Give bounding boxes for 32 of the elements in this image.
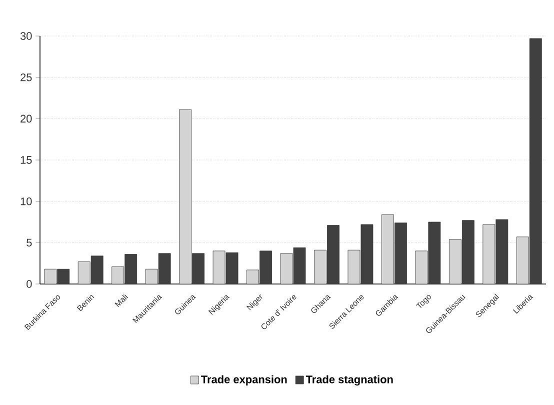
legend-label: Trade expansion (201, 375, 287, 386)
bar (78, 261, 90, 284)
y-tick-label: 15 (20, 156, 32, 164)
bar (428, 222, 441, 284)
y-tick-label: 10 (20, 197, 32, 206)
bar (280, 253, 293, 284)
y-tick-label: 5 (26, 238, 32, 246)
y-tick-label: 25 (20, 73, 32, 82)
y-tick-label: 0 (26, 280, 32, 288)
bar (516, 236, 529, 284)
bar (314, 250, 326, 284)
bar (496, 219, 508, 284)
bar (124, 254, 138, 284)
bar (448, 239, 462, 284)
bar (90, 256, 104, 284)
bar (482, 224, 496, 284)
bar (394, 222, 407, 284)
bar (327, 225, 340, 284)
bar (112, 266, 124, 284)
y-tick-label: 20 (20, 114, 32, 123)
bar (529, 38, 542, 284)
legend-label: Trade stagnation (306, 375, 393, 386)
bar (360, 224, 374, 284)
bar (192, 253, 204, 284)
bar (158, 253, 171, 284)
y-tick-label: 30 (20, 32, 32, 40)
bar (462, 220, 474, 284)
bar (57, 268, 70, 284)
bar (179, 109, 192, 284)
bar (260, 250, 272, 284)
bar (44, 268, 57, 284)
bar (382, 214, 394, 284)
